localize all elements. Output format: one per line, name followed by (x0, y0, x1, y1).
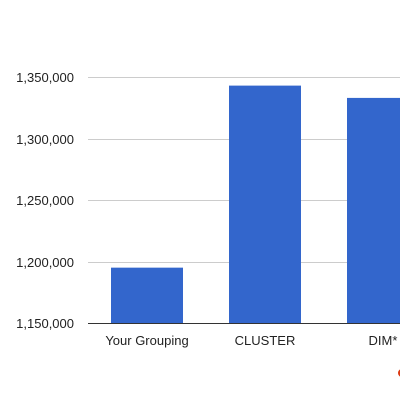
y-tick-label: 1,350,000 (16, 70, 74, 85)
bar (347, 97, 400, 323)
x-tick-label: DIM* (369, 333, 398, 348)
x-axis: Your Grouping CLUSTER DIM* (105, 333, 397, 348)
y-tick-label: 1,250,000 (16, 193, 74, 208)
bars (111, 85, 400, 323)
y-tick-label: 1,300,000 (16, 132, 74, 147)
y-tick-label: 1,150,000 (16, 316, 74, 331)
bar (111, 267, 183, 323)
bar (229, 85, 301, 323)
y-axis: 1,150,000 1,200,000 1,250,000 1,300,000 1,35… (16, 70, 74, 331)
x-tick-label: Your Grouping (105, 333, 188, 348)
x-tick-label: CLUSTER (235, 333, 296, 348)
y-tick-label: 1,200,000 (16, 255, 74, 270)
